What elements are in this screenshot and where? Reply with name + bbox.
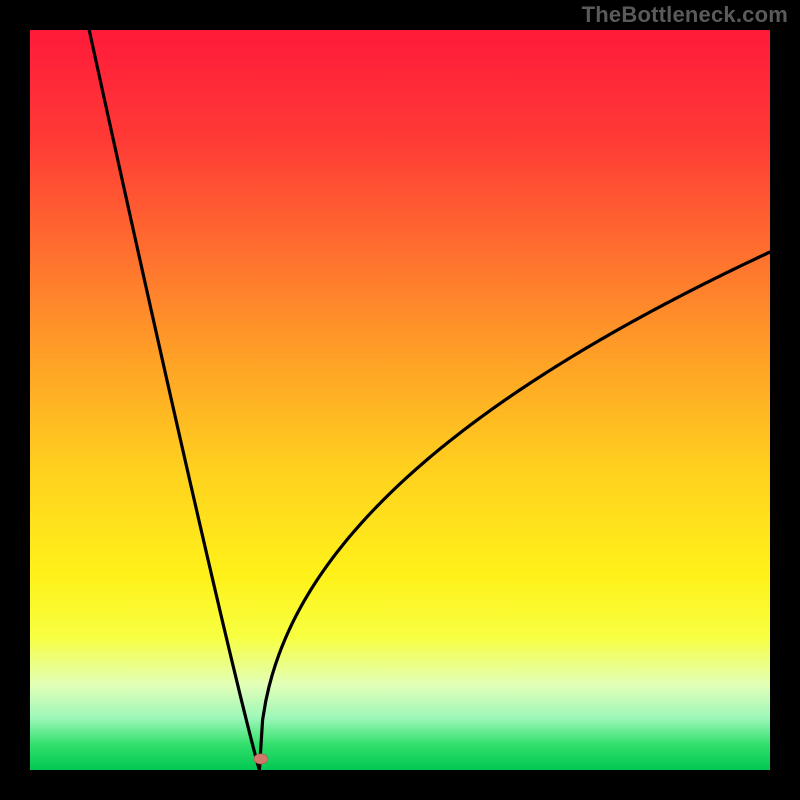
bottleneck-curve-chart	[0, 0, 800, 800]
watermark-text: TheBottleneck.com	[582, 2, 788, 28]
chart-frame: TheBottleneck.com	[0, 0, 800, 800]
optimum-marker	[254, 754, 268, 764]
